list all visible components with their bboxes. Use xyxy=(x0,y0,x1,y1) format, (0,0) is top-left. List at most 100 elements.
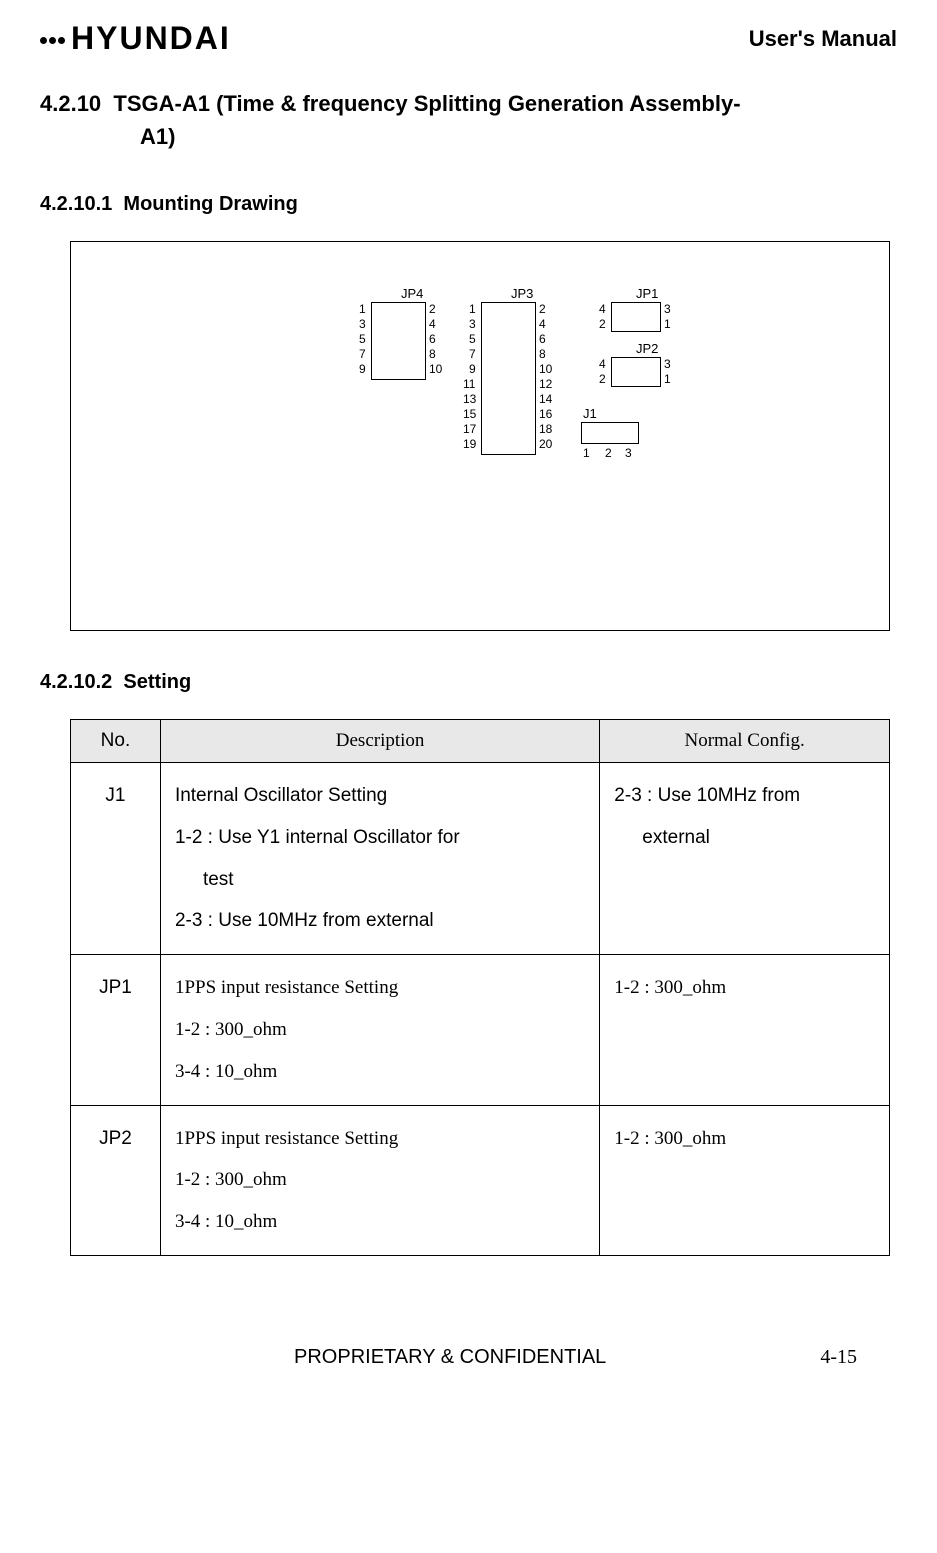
jp3-pin: 20 xyxy=(539,437,552,451)
table-header-row: No. Description Normal Config. xyxy=(71,720,890,763)
jp3-pin: 3 xyxy=(469,317,476,331)
config-line: 2-3 : Use 10MHz from xyxy=(614,785,800,806)
subsection-drawing-text: Mounting Drawing xyxy=(123,193,297,215)
desc-line: 3-4 : 10_ohm xyxy=(175,1061,277,1082)
connector-jp1: JP1 4 2 3 1 xyxy=(611,302,661,332)
jp1-pin: 4 xyxy=(599,302,606,316)
desc-line: 1PPS input resistance Setting xyxy=(175,1128,398,1149)
config-line: 1-2 : 300_ohm xyxy=(614,977,726,998)
jp4-pin: 6 xyxy=(429,332,436,346)
jp2-label: JP2 xyxy=(636,341,658,356)
page-footer: PROPRIETARY & CONFIDENTIAL 4-15 xyxy=(40,1346,897,1369)
jp4-label: JP4 xyxy=(401,286,423,301)
jp3-pin: 1 xyxy=(469,302,476,316)
desc-line: 1PPS input resistance Setting xyxy=(175,977,398,998)
config-line: 1-2 : 300_ohm xyxy=(614,1128,726,1149)
jp4-pin: 4 xyxy=(429,317,436,331)
jp3-pin: 6 xyxy=(539,332,546,346)
settings-table: No. Description Normal Config. J1Interna… xyxy=(70,719,890,1256)
header-config: Normal Config. xyxy=(600,720,890,763)
jp2-pin: 4 xyxy=(599,357,606,371)
logo: HYUNDAI xyxy=(40,20,231,57)
subsection-setting-text: Setting xyxy=(123,671,191,693)
manual-title: User's Manual xyxy=(749,26,897,52)
table-row: J1 Internal Oscillator Setting 1-2 : Use Y… xyxy=(71,763,890,955)
table-row: JP1 1PPS input resistance Setting 1-2 : 30… xyxy=(71,955,890,1105)
cell-no: JP2 xyxy=(71,1105,161,1255)
jp3-pin: 2 xyxy=(539,302,546,316)
j1-pin: 2 xyxy=(605,446,612,460)
jp3-label: JP3 xyxy=(511,286,533,301)
connector-j1: J1 1 2 3 xyxy=(581,422,639,444)
desc-line: 1-2 : Use Y1 internal Oscillator for xyxy=(175,827,460,848)
cell-no: J1 xyxy=(71,763,161,955)
connector-jp3: JP3 1 3 5 7 9 11 13 15 17 19 2 4 6 8 10 … xyxy=(481,302,536,455)
connector-jp4: JP4 1 3 5 7 9 2 4 6 8 10 xyxy=(371,302,426,380)
jp2-pin: 3 xyxy=(664,357,671,371)
cell-description: 1PPS input resistance Setting 1-2 : 300_o… xyxy=(160,955,599,1105)
cell-no: JP1 xyxy=(71,955,161,1105)
jp3-pin: 9 xyxy=(469,362,476,376)
jp4-pin: 9 xyxy=(359,362,366,376)
desc-line: 2-3 : Use 10MHz from external xyxy=(175,910,434,931)
cell-description: 1PPS input resistance Setting 1-2 : 300_o… xyxy=(160,1105,599,1255)
jp3-pin: 18 xyxy=(539,422,552,436)
jp4-pin: 3 xyxy=(359,317,366,331)
header-no: No. xyxy=(71,720,161,763)
jp4-box xyxy=(371,302,426,380)
jp3-pin: 19 xyxy=(463,437,476,451)
jp3-pin: 12 xyxy=(539,377,552,391)
jp4-pin: 2 xyxy=(429,302,436,316)
desc-line: 1-2 : 300_ohm xyxy=(175,1019,287,1040)
jp3-pin: 15 xyxy=(463,407,476,421)
j1-pin: 3 xyxy=(625,446,632,460)
cell-description: Internal Oscillator Setting 1-2 : Use Y1 … xyxy=(160,763,599,955)
jp3-pin: 5 xyxy=(469,332,476,346)
jp2-pin: 2 xyxy=(599,372,606,386)
section-title: 4.2.10 TSGA-A1 (Time & frequency Splitti… xyxy=(40,87,897,153)
page-header: HYUNDAI User's Manual xyxy=(40,20,897,57)
subsection-drawing-number: 4.2.10.1 xyxy=(40,193,112,215)
j1-pin: 1 xyxy=(583,446,590,460)
logo-dots-icon xyxy=(40,20,67,57)
jp3-pin: 10 xyxy=(539,362,552,376)
jp4-pin: 5 xyxy=(359,332,366,346)
jp4-pin: 10 xyxy=(429,362,442,376)
jp3-pin: 7 xyxy=(469,347,476,361)
jp3-pin: 16 xyxy=(539,407,552,421)
section-number: 4.2.10 xyxy=(40,91,101,116)
jp1-pin: 3 xyxy=(664,302,671,316)
subsection-drawing-title: 4.2.10.1 Mounting Drawing xyxy=(40,193,897,216)
j1-label: J1 xyxy=(583,406,597,421)
j1-box xyxy=(581,422,639,444)
desc-line: Internal Oscillator Setting xyxy=(175,785,387,806)
jp1-pin: 1 xyxy=(664,317,671,331)
connector-jp2: JP2 4 2 3 1 xyxy=(611,357,661,387)
jp3-pin: 8 xyxy=(539,347,546,361)
jp3-pin: 14 xyxy=(539,392,552,406)
jp2-box xyxy=(611,357,661,387)
jp4-pin: 8 xyxy=(429,347,436,361)
cell-config: 1-2 : 300_ohm xyxy=(600,1105,890,1255)
jp3-pin: 4 xyxy=(539,317,546,331)
subsection-setting-number: 4.2.10.2 xyxy=(40,671,112,693)
subsection-setting-title: 4.2.10.2 Setting xyxy=(40,671,897,694)
footer-right: 4-15 xyxy=(820,1346,857,1369)
desc-line: 1-2 : 300_ohm xyxy=(175,1169,287,1190)
jp1-label: JP1 xyxy=(636,286,658,301)
jp2-pin: 1 xyxy=(664,372,671,386)
mounting-drawing-frame: JP4 1 3 5 7 9 2 4 6 8 10 JP3 1 3 5 7 9 1… xyxy=(70,241,890,631)
jp1-pin: 2 xyxy=(599,317,606,331)
header-desc: Description xyxy=(160,720,599,763)
jp3-pin: 13 xyxy=(463,392,476,406)
cell-config: 2-3 : Use 10MHz from external xyxy=(600,763,890,955)
jp4-pin: 1 xyxy=(359,302,366,316)
logo-text: HYUNDAI xyxy=(71,20,231,57)
jp3-pin: 17 xyxy=(463,422,476,436)
desc-line: test xyxy=(175,859,585,901)
config-line: external xyxy=(614,817,875,859)
jp1-box xyxy=(611,302,661,332)
section-title-line2: A1) xyxy=(140,124,175,149)
desc-line: 3-4 : 10_ohm xyxy=(175,1211,277,1232)
table-row: JP2 1PPS input resistance Setting 1-2 : 30… xyxy=(71,1105,890,1255)
